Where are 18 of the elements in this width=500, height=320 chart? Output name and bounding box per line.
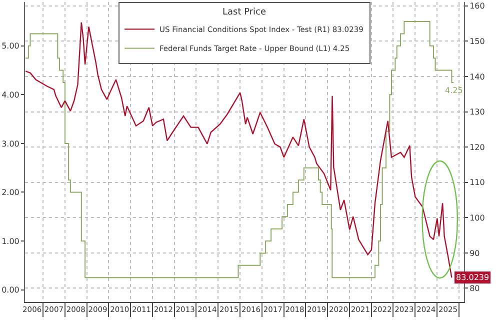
y2-tick-label: 130 (470, 108, 485, 117)
data-label: 83.0239 (456, 273, 490, 282)
y-tick-label: 3.00 (2, 139, 20, 148)
y-tick-label: 0.00 (2, 286, 20, 295)
y2-tick-label: 100 (470, 213, 485, 222)
y2-tick-label: 120 (470, 142, 485, 152)
y2-tick-label: 90 (470, 248, 480, 258)
y-tick-label: 5.00 (2, 42, 20, 51)
legend-title: Last Price (222, 8, 267, 18)
y-tick-label: 1.00 (2, 236, 20, 246)
y2-tick-label: 140 (470, 72, 485, 82)
y2-tick-label: 150 (470, 36, 485, 46)
y2-tick-label: 110 (470, 178, 485, 188)
y2-tick-label: 80 (470, 284, 480, 294)
y-tick-label: 4.00 (2, 90, 20, 100)
data-label: 4.25 (445, 86, 463, 95)
y2-tick-label: 160 (470, 2, 485, 11)
y-tick-label: 2.00 (2, 188, 20, 198)
